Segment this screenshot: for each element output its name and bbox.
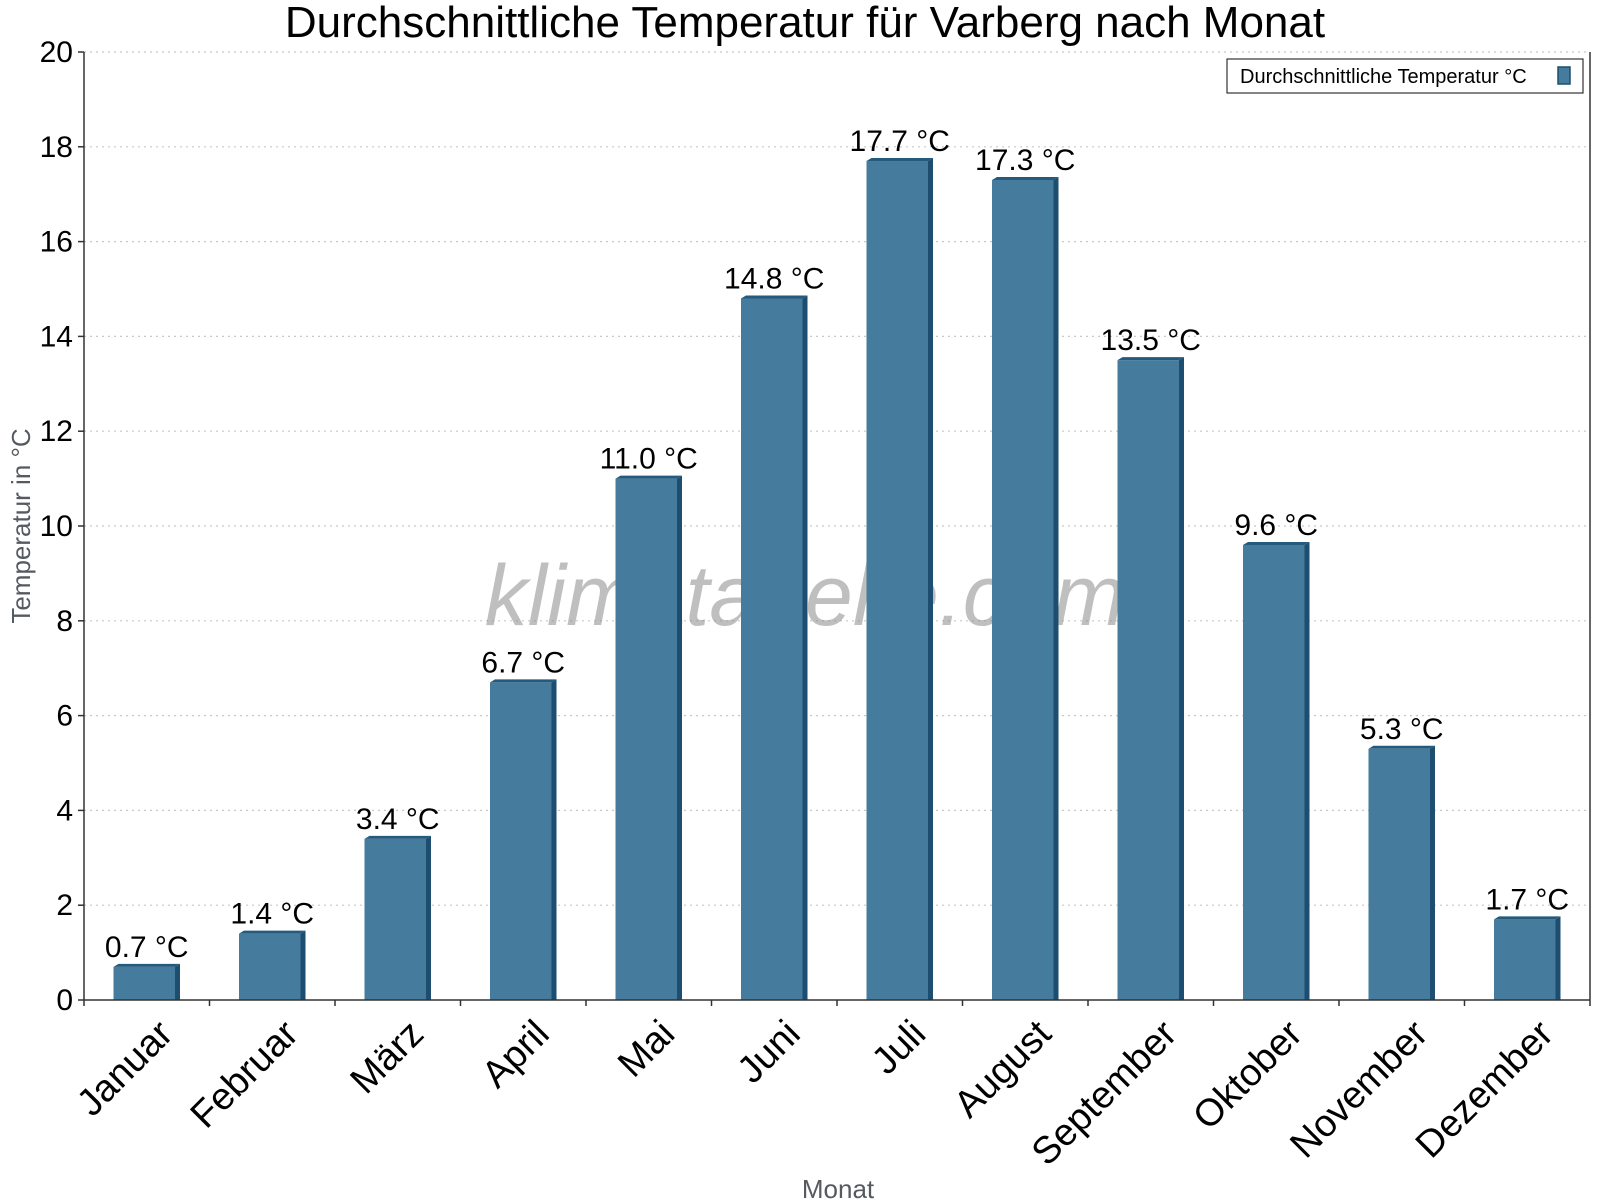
bar-side bbox=[1555, 916, 1561, 1000]
bar-side bbox=[1178, 357, 1184, 1001]
bar bbox=[239, 933, 301, 1000]
data-label: 17.3 °C bbox=[975, 144, 1075, 177]
legend-swatch bbox=[1557, 66, 1571, 85]
bar bbox=[992, 179, 1054, 1001]
bars bbox=[113, 158, 1561, 1001]
y-tick-label: 20 bbox=[40, 36, 73, 69]
bar-top bbox=[741, 295, 808, 299]
data-label: 0.7 °C bbox=[105, 931, 189, 964]
data-label: 14.8 °C bbox=[724, 262, 824, 295]
bar-top bbox=[364, 835, 431, 839]
y-tick-label: 2 bbox=[56, 889, 73, 922]
y-tick-label: 12 bbox=[40, 415, 73, 448]
y-axis-ticks: 0 2 4 6 8 10 12 14 16 18 20 bbox=[40, 36, 84, 1017]
x-tick-label: März bbox=[343, 1013, 432, 1102]
x-tick-label: August bbox=[946, 1012, 1060, 1126]
data-labels: 0.7 °C 1.4 °C 3.4 °C 6.7 °C 11.0 °C 14.8 °C 17… bbox=[105, 125, 1569, 964]
bar-side bbox=[1053, 176, 1059, 1001]
bar-top bbox=[490, 679, 557, 683]
legend-label: Durchschnittliche Temperatur °C bbox=[1240, 66, 1527, 88]
bar-top bbox=[1494, 916, 1561, 920]
bar-top bbox=[1117, 357, 1184, 361]
legend-box bbox=[1226, 58, 1584, 94]
bar-side bbox=[676, 475, 682, 1001]
bar bbox=[1368, 748, 1430, 1000]
data-label: 3.4 °C bbox=[356, 803, 440, 836]
data-label: 9.6 °C bbox=[1234, 509, 1318, 542]
bar-side bbox=[1304, 541, 1310, 1000]
bar-side bbox=[425, 835, 431, 1000]
bar-side bbox=[174, 963, 180, 1000]
bar-side bbox=[300, 930, 306, 1000]
x-tick-label: Mai bbox=[610, 1013, 683, 1086]
bar-side bbox=[551, 679, 557, 1000]
data-label: 17.7 °C bbox=[850, 125, 950, 158]
x-tick-label: April bbox=[474, 1013, 557, 1096]
y-tick-label: 10 bbox=[40, 510, 73, 543]
bar-top bbox=[992, 176, 1059, 180]
y-tick-label: 0 bbox=[56, 984, 73, 1017]
x-tick-label: Oktober bbox=[1185, 1012, 1311, 1138]
bar-side bbox=[1429, 745, 1435, 1000]
x-tick-label: Dezember bbox=[1408, 1012, 1562, 1166]
gridlines bbox=[84, 51, 1590, 906]
bar bbox=[113, 966, 175, 1000]
x-axis-ticks: Januar Februar März April Mai Juni Juli AugustS… bbox=[69, 1000, 1591, 1174]
bar-side bbox=[802, 295, 808, 1001]
bar-top bbox=[866, 158, 933, 162]
bar-top bbox=[239, 930, 306, 934]
bar bbox=[1117, 360, 1179, 1001]
data-label: 6.7 °C bbox=[481, 646, 565, 679]
x-tick-label: Juni bbox=[730, 1013, 809, 1092]
y-tick-label: 8 bbox=[56, 605, 73, 638]
bar-top bbox=[1243, 541, 1310, 545]
bar-top bbox=[113, 963, 180, 967]
data-label: 13.5 °C bbox=[1101, 324, 1201, 357]
bar-top bbox=[615, 475, 682, 479]
bar bbox=[1243, 544, 1305, 1000]
data-label: 1.7 °C bbox=[1485, 883, 1569, 916]
bar bbox=[490, 682, 552, 1000]
bar bbox=[741, 298, 803, 1001]
y-tick-label: 6 bbox=[56, 700, 73, 733]
chart-title: Durchschnittliche Temperatur für Varberg… bbox=[285, 0, 1325, 47]
bar-top bbox=[1368, 745, 1435, 749]
y-tick-label: 14 bbox=[40, 320, 73, 353]
x-tick-label: Februar bbox=[183, 1012, 307, 1136]
bar bbox=[615, 478, 677, 1001]
bar bbox=[866, 161, 928, 1000]
data-label: 11.0 °C bbox=[600, 443, 698, 476]
data-label: 5.3 °C bbox=[1360, 713, 1444, 746]
y-axis-title: Temperatur in °C bbox=[6, 428, 36, 623]
x-tick-label: Juli bbox=[864, 1013, 934, 1083]
y-tick-label: 4 bbox=[56, 794, 73, 827]
legend: Durchschnittliche Temperatur °C bbox=[1226, 58, 1584, 94]
bar-side bbox=[927, 158, 933, 1000]
y-tick-label: 16 bbox=[40, 226, 73, 259]
x-axis-title: Monat bbox=[802, 1174, 875, 1200]
y-tick-label: 18 bbox=[40, 131, 73, 164]
bar bbox=[1494, 919, 1556, 1000]
x-tick-label: Januar bbox=[69, 1012, 181, 1124]
data-label: 1.4 °C bbox=[230, 898, 314, 931]
bar bbox=[364, 838, 426, 1000]
